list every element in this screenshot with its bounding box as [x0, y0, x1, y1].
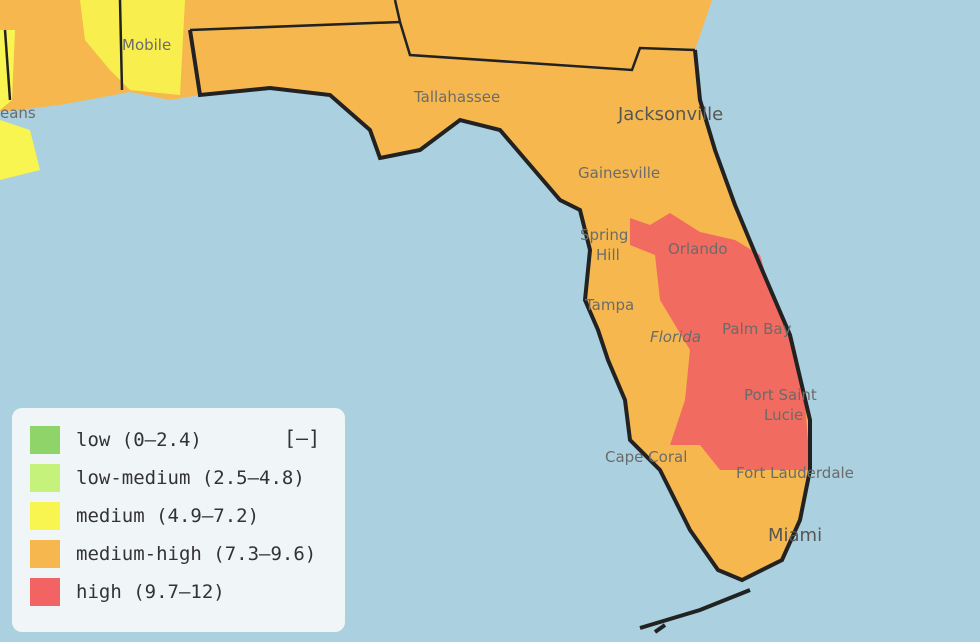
legend-label: medium-high (7.3–9.6) [76, 543, 317, 565]
legend-swatch [30, 426, 60, 454]
legend-label: low (0–2.4) [76, 429, 202, 451]
legend-swatch [30, 578, 60, 606]
land [0, 0, 810, 580]
city-label: Palm Bay [722, 320, 792, 338]
legend-swatch [30, 464, 60, 492]
legend-item: high (9.7–12) [30, 578, 225, 606]
legend-label: high (9.7–12) [76, 581, 225, 603]
legend-swatch [30, 502, 60, 530]
legend-swatch [30, 540, 60, 568]
city-label: Orlando [668, 240, 728, 258]
city-label: Miami [768, 525, 822, 546]
city-label: Mobile [122, 36, 171, 54]
city-label: Hill [596, 246, 620, 264]
city-label: Lucie [764, 406, 803, 424]
medium-region [80, 0, 185, 95]
city-label: Tallahassee [413, 88, 500, 106]
legend-item: medium (4.9–7.2) [30, 502, 259, 530]
city-label: Tampa [584, 296, 634, 314]
state-border [3, 0, 696, 101]
legend-label: low-medium (2.5–4.8) [76, 467, 305, 489]
city-label: eans [0, 104, 36, 122]
legend: [–] low (0–2.4) low-medium (2.5–4.8) mediu… [12, 408, 345, 632]
city-label: Cape Coral [605, 448, 687, 466]
legend-item: low-medium (2.5–4.8) [30, 464, 305, 492]
florida-border [188, 29, 812, 583]
legend-item: medium-high (7.3–9.6) [30, 540, 316, 568]
region-label: Florida [650, 328, 701, 346]
keys [639, 588, 751, 634]
medium-region [0, 30, 40, 180]
city-label: Gainesville [578, 164, 660, 182]
legend-toggle[interactable]: [–] [284, 426, 321, 450]
city-label: Port Saint [744, 386, 817, 404]
city-label: Jacksonville [617, 104, 723, 125]
legend-label: medium (4.9–7.2) [76, 505, 260, 527]
city-label: Spring [580, 226, 628, 244]
legend-item: low (0–2.4) [30, 426, 202, 454]
city-label: Fort Lauderdale [736, 464, 854, 482]
